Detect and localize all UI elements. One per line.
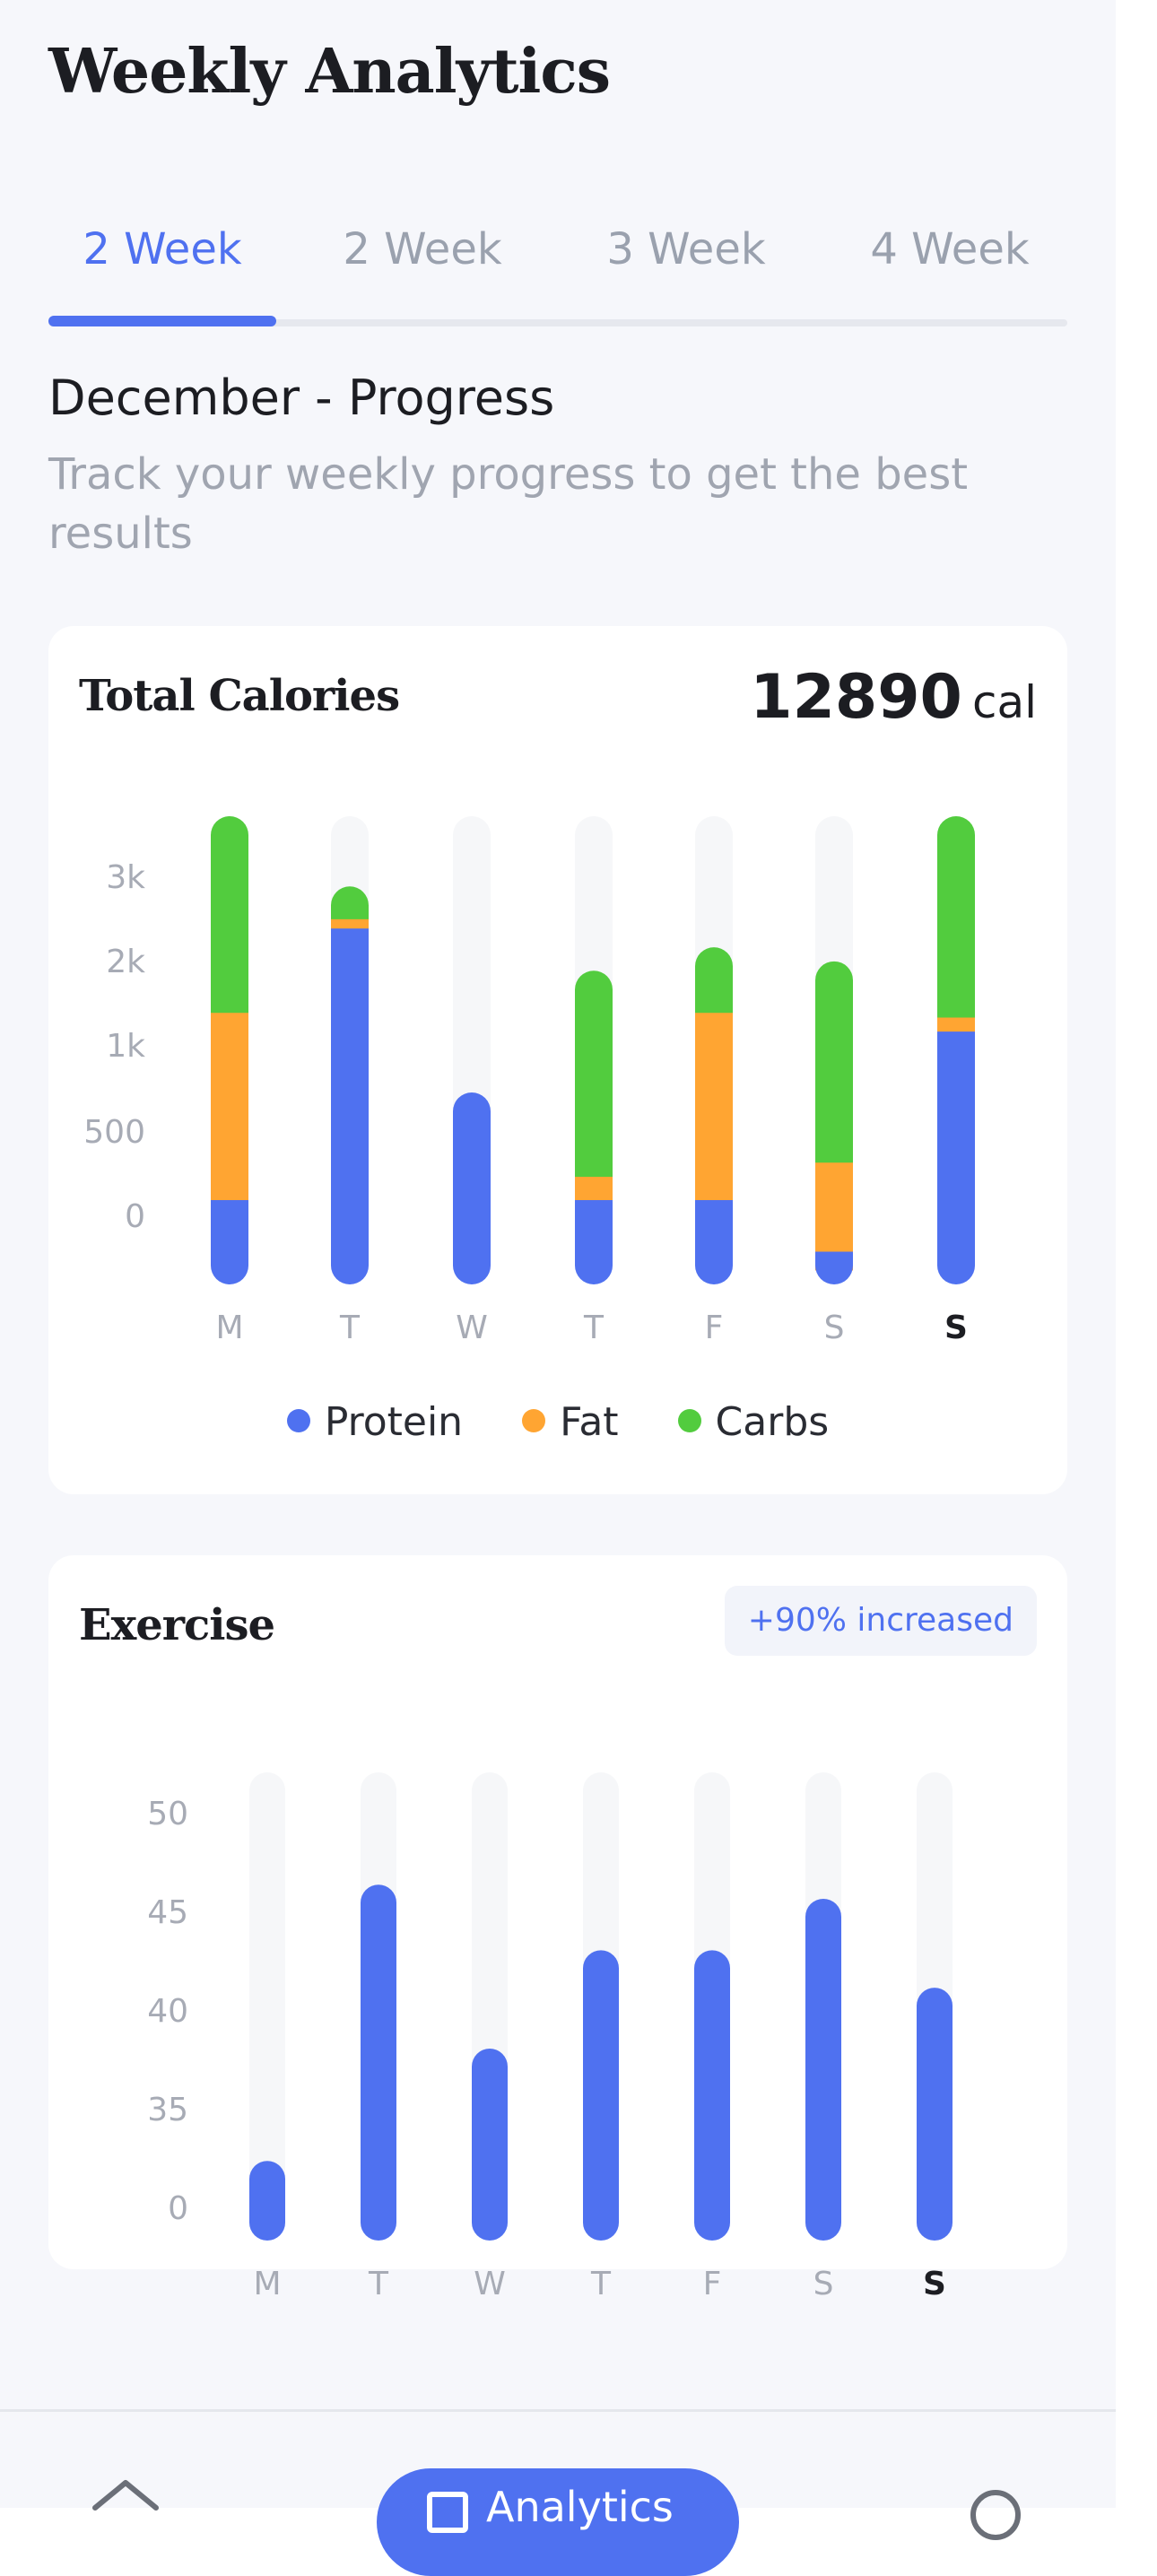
x-tick-label: T: [590, 2266, 612, 2302]
x-tick-label: F: [703, 2266, 722, 2302]
week-tabs: 2 Week 2 Week 3 Week 4 Week: [48, 206, 1067, 332]
x-tick-label: M: [253, 2266, 281, 2302]
legend-item-fat: Fat: [522, 1399, 619, 1445]
x-tick-label: S: [824, 1310, 845, 1346]
x-tick-label: M: [215, 1310, 243, 1346]
exercise-card: Exercise +90% increased 0 35 40 45 50 M T W T F S S: [48, 1555, 1067, 2302]
legend-dot-protein: [286, 1409, 310, 1432]
exercise-increase-badge: +90% increased: [724, 1586, 1037, 1656]
tab-active-indicator: [48, 316, 276, 326]
tab-week-4[interactable]: 4 Week: [870, 224, 1030, 274]
calories-total-value: 12890: [750, 662, 962, 733]
bar-segment-protein: [815, 1251, 853, 1284]
calories-total: 12890 cal: [750, 662, 1037, 733]
x-tick-label: S: [923, 2266, 946, 2302]
analytics-screen: Weekly Analytics 2 Week 2 Week 3 Week 4 …: [0, 36, 1116, 2576]
chart-icon: [427, 2492, 468, 2533]
legend-dot-fat: [522, 1409, 546, 1432]
calories-legend: Protein Fat Carbs: [48, 1399, 1067, 1445]
exercise-bar: [583, 1950, 619, 2241]
page-title: Weekly Analytics: [48, 36, 611, 108]
bar-segment-protein: [575, 1200, 613, 1284]
profile-icon[interactable]: [970, 2490, 1021, 2540]
tab-week-3[interactable]: 3 Week: [606, 224, 766, 274]
calories-card-title: Total Calories: [79, 671, 400, 721]
y-tick-label: 2k: [106, 944, 145, 980]
bar-segment-fat: [815, 1162, 853, 1271]
bar-segment-carbs: [695, 947, 733, 1032]
exercise-bar: [472, 2048, 508, 2241]
progress-subtitle: Track your weekly progress to get the be…: [48, 449, 969, 559]
tab-track: [48, 319, 1067, 326]
calories-total-unit: cal: [971, 676, 1037, 728]
exercise-card-title: Exercise: [79, 1600, 275, 1650]
calories-stacked-bar-chart: 0 500 1k 2k 3k M T W T F S S: [83, 816, 975, 1346]
x-tick-label: S: [944, 1310, 968, 1346]
x-tick-label: W: [456, 1310, 488, 1346]
y-tick-label: 50: [147, 1796, 188, 1832]
exercise-bar: [361, 1884, 396, 2241]
exercise-bar: [917, 1988, 953, 2241]
legend-item-protein: Protein: [286, 1399, 464, 1445]
legend-label-protein: Protein: [324, 1399, 464, 1445]
bar-segment-fat: [695, 1013, 733, 1220]
bar-segment-carbs: [211, 816, 248, 1032]
x-tick-label: S: [813, 2266, 834, 2302]
progress-title: December - Progress: [48, 370, 555, 426]
bar-track: [249, 1772, 285, 2241]
y-tick-label: 1k: [106, 1028, 145, 1065]
y-tick-label: 35: [147, 2092, 188, 2128]
bar-segment-protein: [937, 1031, 975, 1284]
exercise-bar: [249, 2161, 285, 2241]
x-tick-label: W: [474, 2266, 506, 2302]
legend-item-carbs: Carbs: [677, 1399, 830, 1445]
bar-segment-protein: [211, 1200, 248, 1284]
bottom-nav-divider: [0, 2409, 1116, 2412]
legend-label-fat: Fat: [560, 1399, 619, 1445]
tab-week-1[interactable]: 2 Week: [83, 224, 242, 274]
bar-segment-fat: [211, 1013, 248, 1220]
nav-analytics-label: Analytics: [486, 2483, 674, 2531]
legend-label-carbs: Carbs: [715, 1399, 830, 1445]
y-tick-label: 0: [168, 2190, 188, 2227]
bar-segment-protein: [695, 1200, 733, 1284]
x-tick-label: T: [583, 1310, 605, 1346]
total-calories-card: Total Calories 12890 cal 0 500 1k 2k 3k M T W T F…: [48, 626, 1067, 1494]
exercise-bar: [805, 1898, 841, 2241]
tab-week-2[interactable]: 2 Week: [343, 224, 502, 274]
y-tick-label: 3k: [106, 859, 145, 896]
legend-dot-carbs: [677, 1409, 701, 1432]
bar-segment-protein: [331, 928, 369, 1284]
exercise-bar: [694, 1950, 730, 2241]
bar-segment-carbs: [815, 961, 853, 1182]
x-tick-label: F: [705, 1310, 724, 1346]
nav-analytics-button[interactable]: Analytics: [377, 2468, 739, 2576]
bar-segment-protein: [453, 1092, 491, 1284]
bar-segment-carbs: [575, 970, 613, 1196]
home-icon[interactable]: [90, 2477, 161, 2531]
bar-segment-carbs: [937, 816, 975, 1037]
x-tick-label: T: [339, 1310, 361, 1346]
y-tick-label: 45: [147, 1894, 188, 1931]
exercise-bar-chart: 0 35 40 45 50 M T W T F S S: [147, 1772, 953, 2302]
y-tick-label: 0: [125, 1198, 145, 1235]
y-tick-label: 500: [83, 1114, 145, 1151]
x-tick-label: T: [368, 2266, 389, 2302]
y-tick-label: 40: [147, 1993, 188, 2030]
